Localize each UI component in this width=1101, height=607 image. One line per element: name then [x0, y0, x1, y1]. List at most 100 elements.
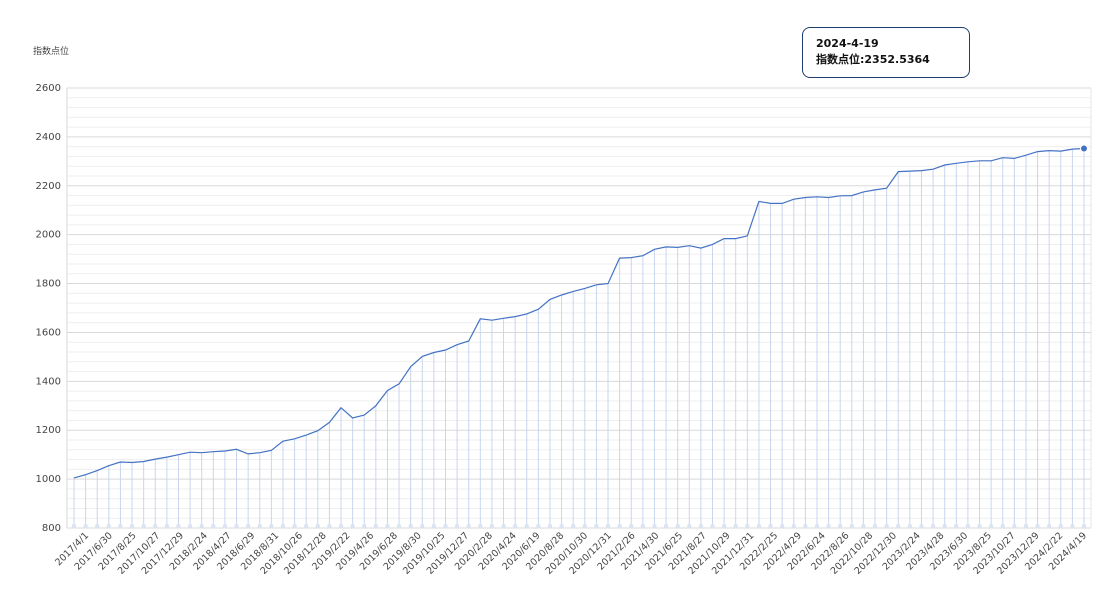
chart-grid [66, 87, 1092, 529]
base-marker [884, 523, 889, 529]
base-marker [547, 523, 553, 529]
base-marker [489, 523, 495, 529]
base-marker [478, 523, 483, 529]
base-marker [280, 523, 286, 529]
base-marker [826, 523, 831, 529]
base-marker [524, 523, 529, 529]
base-marker [466, 523, 471, 529]
base-marker [1058, 523, 1063, 529]
y-tick-label: 1200 [36, 425, 61, 436]
base-marker [83, 523, 88, 529]
base-marker [431, 523, 437, 529]
y-tick-label: 2200 [36, 181, 61, 192]
data-drop-lines [71, 148, 1087, 529]
base-marker [1012, 523, 1017, 529]
y-tick-label: 1400 [36, 376, 61, 387]
base-marker [454, 523, 460, 529]
base-marker [605, 523, 611, 529]
base-marker [338, 523, 344, 529]
y-tick-label: 1600 [36, 327, 61, 338]
base-marker [838, 523, 843, 529]
y-tick-label: 1000 [36, 474, 61, 485]
base-marker [733, 523, 738, 529]
base-marker [292, 523, 297, 529]
y-tick-label: 800 [42, 523, 61, 534]
base-marker [594, 523, 599, 529]
base-marker [350, 523, 355, 529]
base-marker [303, 523, 309, 529]
base-marker [756, 523, 762, 529]
y-tick-label: 2000 [36, 230, 61, 241]
base-marker [71, 523, 77, 529]
base-marker [849, 523, 855, 529]
base-marker [570, 523, 576, 529]
base-marker [420, 523, 425, 529]
base-marker [1035, 523, 1040, 529]
base-marker [629, 523, 634, 529]
base-marker [896, 523, 901, 529]
base-marker [930, 523, 936, 529]
base-marker [408, 523, 413, 529]
base-marker [872, 523, 878, 529]
base-marker [907, 523, 913, 529]
y-axis-ticks: 800 1000 1200 1400 1600 1800 2000 2200 2400 2600 [36, 83, 61, 534]
base-marker [118, 523, 123, 529]
base-marker [501, 523, 506, 529]
base-marker [327, 523, 332, 529]
base-marker [536, 523, 541, 529]
y-tick-label: 1800 [36, 279, 61, 290]
base-marker [779, 523, 785, 529]
base-marker [385, 523, 390, 529]
highlighted-point [1080, 144, 1088, 153]
base-marker [512, 523, 518, 529]
tooltip-date: 2024-4-19 [816, 37, 879, 50]
base-marker [988, 523, 994, 529]
base-marker [164, 523, 170, 529]
base-marker [199, 523, 204, 529]
base-marker [803, 523, 808, 529]
base-marker [269, 523, 274, 529]
base-marker [814, 523, 820, 529]
base-marker [675, 523, 680, 529]
base-marker [153, 523, 158, 529]
index-series-line [73, 147, 1085, 479]
base-marker [443, 523, 448, 529]
base-marker [977, 523, 982, 529]
base-marker [617, 523, 622, 529]
base-marker [698, 523, 704, 529]
base-marker [1023, 523, 1029, 529]
y-tick-label: 2600 [36, 83, 61, 94]
base-marker [234, 523, 239, 529]
base-marker [559, 523, 564, 529]
base-marker [721, 523, 727, 529]
base-marker [687, 523, 692, 529]
base-marker [1081, 523, 1087, 529]
base-marker [106, 523, 112, 529]
y-axis-title: 指数点位 [33, 47, 70, 57]
base-marker [1000, 523, 1005, 529]
base-marker [257, 523, 262, 529]
tooltip-value: 指数点位:2352.5364 [816, 53, 930, 66]
base-marker [1070, 523, 1075, 529]
base-marker [315, 523, 320, 529]
base-marker [176, 523, 181, 529]
base-marker [663, 523, 669, 529]
base-marker [710, 523, 715, 529]
base-marker [582, 523, 588, 529]
base-marker [919, 523, 924, 529]
base-marker [95, 523, 100, 529]
base-marker [942, 523, 947, 529]
base-marker [954, 523, 959, 529]
base-marker [640, 523, 646, 529]
base-marker [652, 523, 657, 529]
base-marker [222, 523, 228, 529]
base-marker [245, 523, 251, 529]
base-marker [861, 523, 866, 529]
base-marker [965, 523, 971, 529]
base-marker [211, 523, 216, 529]
base-marker [791, 523, 796, 529]
base-marker [768, 523, 773, 529]
y-tick-label: 2400 [36, 132, 61, 143]
base-marker [141, 523, 146, 529]
